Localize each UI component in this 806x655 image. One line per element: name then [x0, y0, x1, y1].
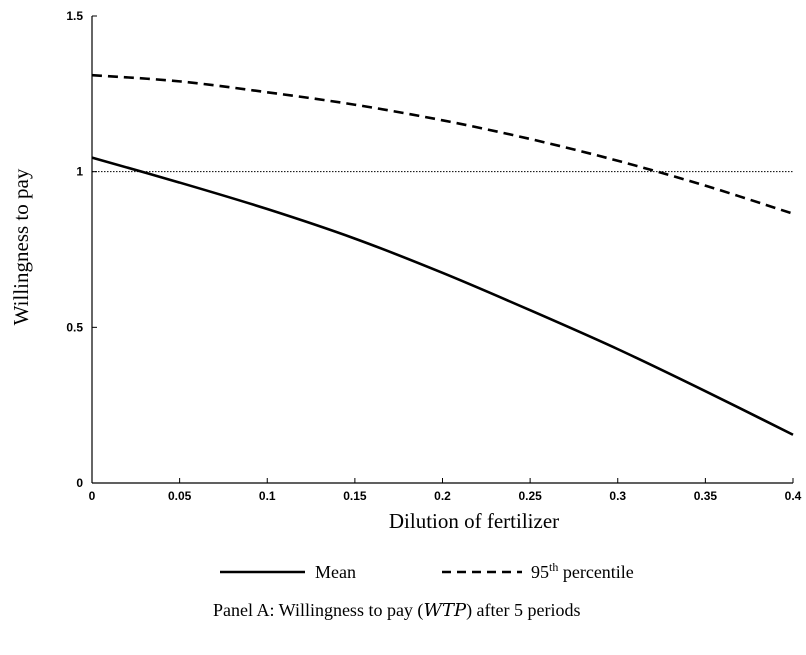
y-axis-label: Willingness to pay	[9, 168, 33, 325]
x-tick-label: 0.1	[259, 489, 276, 503]
y-tick-label: 0.5	[66, 320, 83, 334]
y-tick-label: 1	[76, 165, 83, 179]
y-tick-label: 1.5	[66, 9, 83, 23]
x-tick-label: 0.15	[343, 489, 367, 503]
legend-label-mean: Mean	[315, 562, 356, 582]
figure-caption: Panel A: Willingness to pay (WTP) after …	[213, 600, 581, 621]
axes	[91, 16, 793, 484]
series-line-mean	[91, 156, 794, 436]
x-axis-label: Dilution of fertilizer	[389, 509, 559, 533]
x-tick-label: 0.3	[609, 489, 626, 503]
x-tick-label: 0.35	[694, 489, 718, 503]
x-tick-label: 0.2	[434, 489, 451, 503]
legend-label-95th: 95th percentile	[531, 560, 634, 582]
tick-marks: 0 0.05 0.1 0.15 0.2 0.25 0.3 0.35 0.4 0 0.5 1 1.5	[66, 9, 801, 503]
y-tick-label: 0	[76, 476, 83, 490]
x-tick-label: 0	[89, 489, 96, 503]
x-tick-label: 0.4	[785, 489, 802, 503]
x-tick-label: 0.25	[518, 489, 542, 503]
legend: Mean 95th percentile	[220, 560, 634, 582]
series-lines	[91, 73, 794, 436]
x-tick-label: 0.05	[168, 489, 192, 503]
series-line-95th-percentile	[91, 73, 794, 215]
